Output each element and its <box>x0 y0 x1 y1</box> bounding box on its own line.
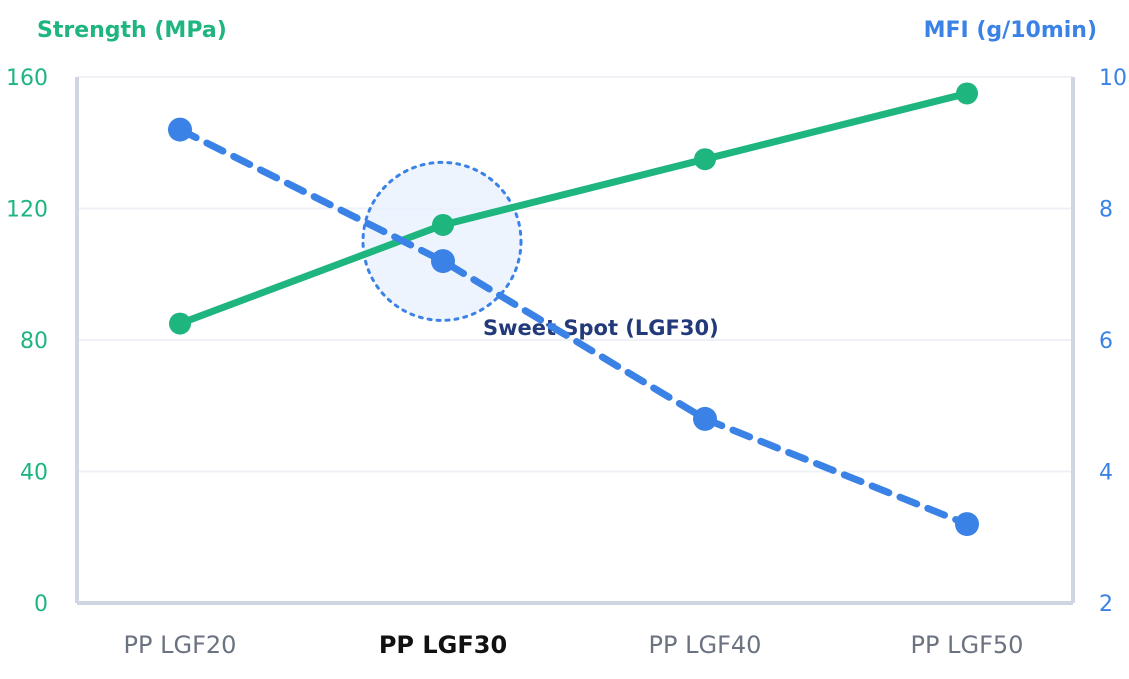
mfi-point <box>693 406 717 431</box>
left-tick-label: 0 <box>34 592 48 617</box>
strength-series-line <box>176 89 971 328</box>
right-tick-label: 10 <box>1099 66 1127 91</box>
left-tick-label: 80 <box>20 329 48 354</box>
labels: 0 40 80 120 160 2 4 6 8 10 Strength (MPa) MFI (g/10… <box>6 18 1127 659</box>
category-label: PP LGF30 <box>379 631 507 659</box>
strength-point <box>432 213 454 236</box>
mfi-point <box>168 117 192 142</box>
left-tick-label: 40 <box>20 461 48 486</box>
axes <box>75 77 1075 605</box>
right-axis-title: MFI (g/10min) <box>924 18 1097 43</box>
strength-point <box>169 312 191 335</box>
category-label: PP LGF20 <box>124 631 237 659</box>
annotation-layer: Sweet Spot (LGF30) <box>361 160 719 340</box>
strength-point <box>694 148 716 171</box>
left-tick-label: 160 <box>6 66 48 91</box>
series-layer <box>168 82 979 537</box>
sweet-spot-annotation: Sweet Spot (LGF30) <box>483 316 719 340</box>
left-tick-label: 120 <box>6 198 48 223</box>
strength-point <box>956 82 978 105</box>
left-axis-title: Strength (MPa) <box>37 18 227 43</box>
mfi-point <box>431 249 455 274</box>
right-tick-label: 4 <box>1099 461 1113 486</box>
category-label: PP LGF50 <box>911 631 1024 659</box>
grid <box>77 76 1073 473</box>
category-label: PP LGF40 <box>649 631 762 659</box>
right-tick-label: 6 <box>1099 329 1113 354</box>
mfi-point <box>955 512 979 537</box>
right-tick-label: 8 <box>1099 198 1113 223</box>
right-tick-label: 2 <box>1099 592 1113 617</box>
mfi-series-line <box>176 126 971 528</box>
